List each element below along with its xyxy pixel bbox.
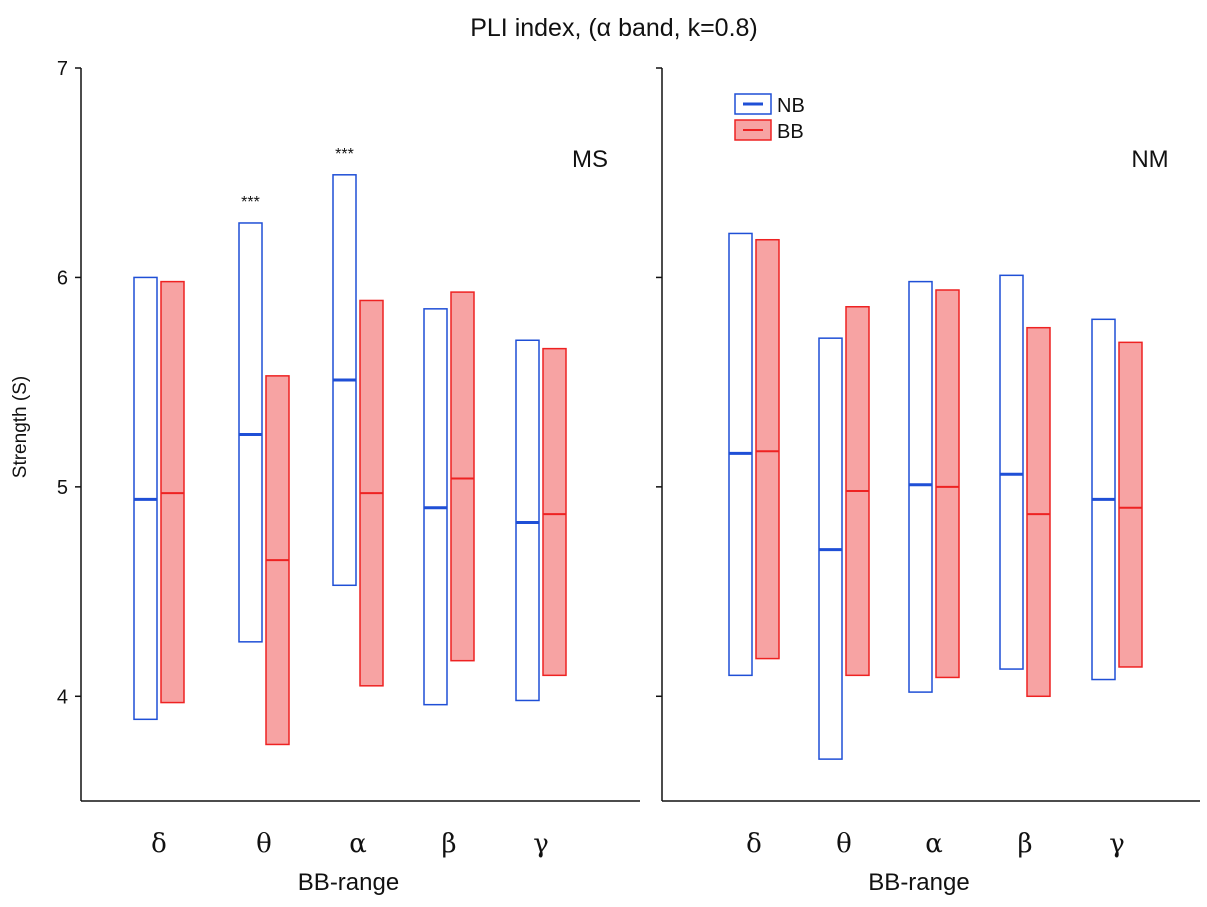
y-tick-label: 6 xyxy=(57,267,68,289)
x-tick-label: α xyxy=(925,829,943,859)
panels-layer: 4 5 6 7 MS BB-range δ θ α β γ *** *** NM BB-range δ θ α β γ xyxy=(57,58,1200,896)
y-axis-label: Strength (S) xyxy=(10,376,31,478)
x-tick-label: β xyxy=(1017,829,1032,859)
bb-box xyxy=(1118,341,1143,668)
x-tick-label: γ xyxy=(533,829,549,859)
x-tick-label: β xyxy=(441,829,456,859)
bb-box xyxy=(755,238,780,660)
x-tick-label: δ xyxy=(746,829,762,859)
chart-title: PLI index, (α band, k=0.8) xyxy=(470,14,758,42)
panel-ms: 4 5 6 7 MS BB-range δ θ α β γ *** *** xyxy=(57,58,640,896)
bb-box xyxy=(542,347,567,677)
x-tick-label: α xyxy=(349,829,367,859)
panel-nm: NM BB-range δ θ α β γ xyxy=(656,67,1200,896)
bb-box xyxy=(1026,326,1051,698)
significance-marker: *** xyxy=(335,146,354,163)
significance-marker: *** xyxy=(241,194,260,211)
panel-label: NM xyxy=(1131,146,1168,173)
x-axis-label: BB-range xyxy=(868,869,969,896)
x-tick-label: δ xyxy=(151,829,167,859)
x-tick-label: θ xyxy=(256,829,272,859)
x-tick-label: θ xyxy=(836,829,852,859)
panel-label: MS xyxy=(572,146,608,173)
bb-box xyxy=(935,289,960,679)
bb-box xyxy=(160,280,185,704)
nb-box xyxy=(238,222,263,643)
y-tick-label: 4 xyxy=(57,686,68,708)
legend: NB BB xyxy=(734,93,805,143)
y-tick-label: 7 xyxy=(57,58,68,80)
legend-label: NB xyxy=(777,95,805,117)
legend-label: BB xyxy=(777,121,804,143)
x-tick-label: γ xyxy=(1109,829,1125,859)
nb-box xyxy=(908,280,933,693)
bb-box xyxy=(450,291,475,662)
nb-box xyxy=(515,339,540,702)
nb-box xyxy=(999,274,1024,670)
x-axis-label: BB-range xyxy=(298,869,399,896)
y-tick-label: 5 xyxy=(57,477,68,499)
